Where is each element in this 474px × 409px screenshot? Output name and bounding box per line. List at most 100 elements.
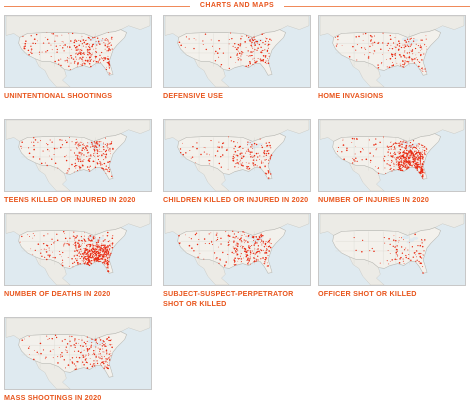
map-thumbnail[interactable] <box>4 15 152 88</box>
incident-dot <box>247 144 249 146</box>
incident-dot <box>246 254 248 256</box>
map-thumbnail[interactable] <box>4 213 152 286</box>
map-thumbnail[interactable] <box>318 119 466 192</box>
incident-dot <box>203 147 205 148</box>
incident-dot <box>411 49 414 51</box>
incident-dot <box>397 151 399 153</box>
incident-dot <box>61 355 63 358</box>
incident-dot <box>79 253 82 255</box>
map-caption-link[interactable]: NUMBER OF INJURIES IN 2020 <box>318 195 430 204</box>
incident-dot <box>89 146 92 148</box>
incident-dot <box>391 55 394 58</box>
incident-dot <box>63 50 65 52</box>
map-card-home-invasions[interactable]: HOME INVASIONS <box>318 15 466 101</box>
incident-dot <box>65 349 66 351</box>
incident-dot <box>419 155 422 158</box>
incident-dot <box>400 237 402 239</box>
incident-dot <box>237 260 239 262</box>
map-card-defensive-use[interactable]: DEFENSIVE USE <box>163 15 311 101</box>
map-card-injuries[interactable]: NUMBER OF INJURIES IN 2020 <box>318 119 466 205</box>
map-thumbnail[interactable] <box>4 317 152 390</box>
map-card-officer[interactable]: OFFICER SHOT OR KILLED <box>318 213 466 299</box>
map-thumbnail[interactable] <box>318 213 466 286</box>
incident-dot <box>251 46 253 48</box>
incident-dot <box>415 43 417 45</box>
map-thumbnail[interactable] <box>318 15 466 88</box>
incident-dot <box>401 161 403 163</box>
incident-dot <box>73 171 75 173</box>
incident-dot <box>238 146 240 149</box>
incident-dot <box>409 152 410 154</box>
map-caption-link[interactable]: OFFICER SHOT OR KILLED <box>318 289 417 298</box>
map-card-mass-shootings[interactable]: MASS SHOOTINGS IN 2020 <box>4 317 152 403</box>
incident-dot <box>27 234 29 236</box>
incident-dot <box>236 159 238 161</box>
map-caption-link[interactable]: CHILDREN KILLED OR INJURED IN 2020 <box>163 195 309 204</box>
incident-dot <box>413 38 415 40</box>
incident-dot <box>412 158 413 160</box>
map-caption-link[interactable]: NUMBER OF DEATHS IN 2020 <box>4 289 111 298</box>
incident-dot <box>107 50 110 52</box>
incident-dot <box>107 44 109 46</box>
incident-dot <box>409 258 410 260</box>
map-caption-link[interactable]: UNINTENTIONAL SHOOTINGS <box>4 91 113 100</box>
map-caption-link[interactable]: MASS SHOOTINGS IN 2020 <box>4 393 102 402</box>
incident-dot <box>425 148 428 150</box>
incident-dot <box>262 257 264 259</box>
map-caption-link[interactable]: TEENS KILLED OR INJURED IN 2020 <box>4 195 136 204</box>
incident-dot <box>88 46 91 49</box>
map-caption-link[interactable]: DEFENSIVE USE <box>163 91 224 100</box>
incident-dot <box>405 57 407 59</box>
incident-dot <box>386 44 388 46</box>
incident-dot <box>413 167 415 169</box>
map-thumbnail[interactable] <box>4 119 152 192</box>
incident-dot <box>406 149 408 152</box>
incident-dot <box>420 39 422 41</box>
incident-dot <box>262 60 264 62</box>
incident-dot <box>64 237 67 240</box>
incident-dot <box>403 147 405 149</box>
incident-dot <box>219 258 221 261</box>
map-thumbnail[interactable] <box>163 119 311 192</box>
incident-dot <box>356 59 358 61</box>
incident-dot <box>80 351 82 353</box>
incident-dot <box>84 240 87 242</box>
map-card-subject-suspect[interactable]: SUBJECT-SUSPECT-PERPETRATOR SHOT OR KILL… <box>163 213 311 309</box>
incident-dot <box>239 57 241 59</box>
incident-dot <box>47 233 49 235</box>
map-card-children[interactable]: CHILDREN KILLED OR INJURED IN 2020 <box>163 119 311 205</box>
incident-dot <box>422 145 424 147</box>
map-caption-link[interactable]: SUBJECT-SUSPECT-PERPETRATOR SHOT OR KILL… <box>163 289 294 308</box>
incident-dot <box>378 167 379 168</box>
incident-dot <box>255 159 258 161</box>
incident-dot <box>75 46 77 49</box>
incident-dot <box>384 167 386 169</box>
incident-dot <box>107 235 109 237</box>
incident-dot <box>243 155 245 158</box>
incident-dot <box>85 43 87 46</box>
incident-dot <box>51 49 53 51</box>
incident-dot <box>60 58 62 60</box>
incident-dot <box>389 38 392 41</box>
state-borders <box>21 33 112 67</box>
incident-dot <box>405 156 407 158</box>
incident-dot <box>265 37 266 39</box>
incident-dot <box>90 344 92 346</box>
map-thumbnail[interactable] <box>163 15 311 88</box>
incident-dot <box>410 259 412 262</box>
map-card-teens[interactable]: TEENS KILLED OR INJURED IN 2020 <box>4 119 152 205</box>
map-thumbnail[interactable] <box>163 213 311 286</box>
incident-dot <box>400 160 402 162</box>
incident-dot <box>109 72 111 74</box>
map-card-unintentional[interactable]: UNINTENTIONAL SHOOTINGS <box>4 15 152 101</box>
us-map-graphic <box>5 318 151 389</box>
map-caption-link[interactable]: HOME INVASIONS <box>318 91 384 100</box>
map-card-deaths[interactable]: NUMBER OF DEATHS IN 2020 <box>4 213 152 299</box>
incident-dot <box>65 141 68 144</box>
incident-dot <box>69 68 71 71</box>
incident-dot <box>107 39 109 41</box>
incident-dot <box>21 235 23 238</box>
incident-dot <box>72 266 74 268</box>
incident-dot <box>393 165 395 167</box>
incident-dot <box>98 237 101 239</box>
